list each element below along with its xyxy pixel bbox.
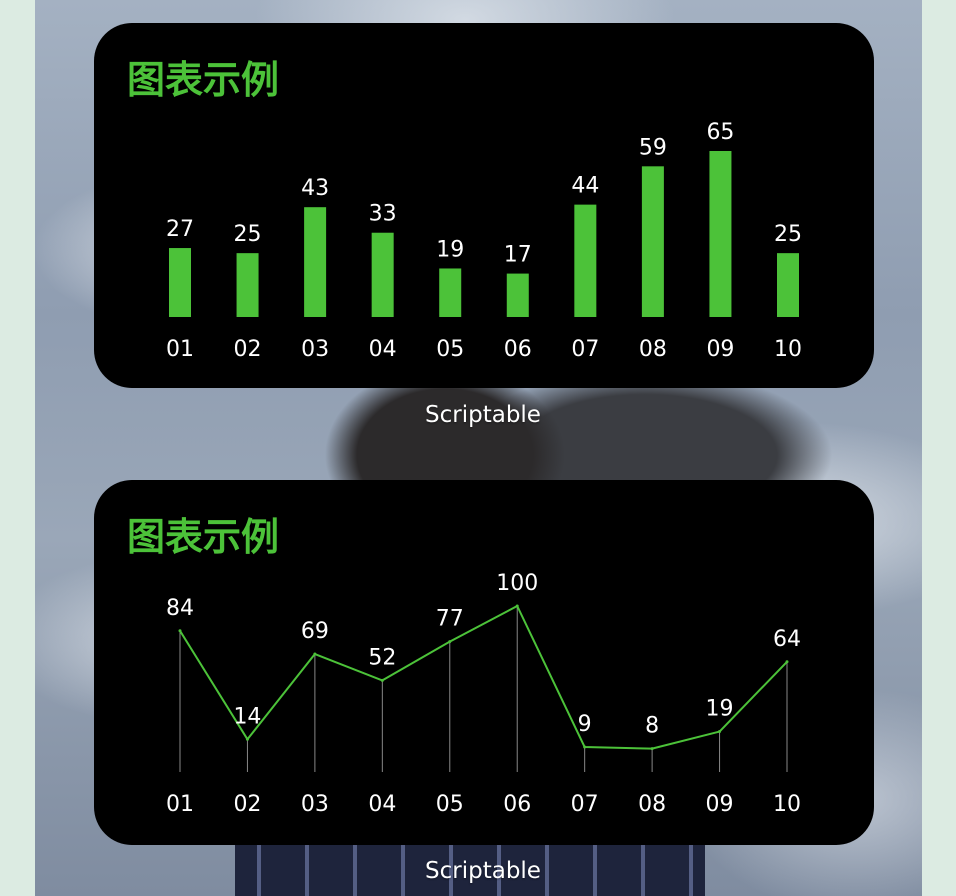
widget-title: 图表示例 [127, 515, 280, 559]
app-label: Scriptable [425, 402, 541, 428]
bar [304, 207, 327, 317]
x-tick-label: 01 [166, 337, 194, 362]
x-tick-label: 09 [706, 337, 734, 362]
data-point [583, 745, 587, 749]
data-label: 84 [166, 596, 194, 621]
x-tick-label: 04 [368, 792, 396, 817]
bar [439, 268, 462, 317]
data-label: 100 [496, 571, 538, 596]
data-label: 25 [774, 222, 802, 247]
data-label: 64 [773, 627, 801, 652]
data-point [380, 678, 384, 682]
bar [169, 248, 191, 317]
bar-chart: 27 01 25 02 43 03 33 04 19 05 17 06 44 07 59 08 65 09 25 10 [166, 120, 802, 362]
x-tick-label: 07 [571, 792, 599, 817]
data-point [245, 737, 249, 741]
x-tick-label: 03 [301, 792, 329, 817]
series-line [179, 605, 788, 750]
widget-title: 图表示例 [127, 58, 280, 102]
data-label: 8 [645, 714, 659, 739]
data-label: 27 [166, 217, 194, 242]
data-label: 44 [571, 174, 599, 199]
data-point [650, 747, 654, 751]
data-label: 77 [436, 607, 464, 632]
data-label: 19 [436, 237, 464, 262]
data-label: 52 [368, 645, 396, 670]
bar [506, 273, 529, 317]
data-label: 59 [639, 135, 667, 160]
data-label: 25 [234, 222, 262, 247]
x-tick-label: 02 [233, 792, 261, 817]
x-tick-label: 05 [436, 792, 464, 817]
x-tick-label: 08 [639, 337, 667, 362]
data-point [448, 640, 452, 644]
x-tick-label: 07 [571, 337, 599, 362]
data-label: 19 [706, 697, 734, 722]
data-label: 69 [301, 619, 329, 644]
bar [709, 151, 732, 317]
x-tick-label: 06 [503, 792, 531, 817]
bar [371, 232, 394, 317]
bar [236, 253, 259, 317]
data-point [313, 652, 317, 656]
data-label: 17 [504, 243, 532, 268]
x-tick-label: 01 [166, 792, 194, 817]
line-chart: 84 01 14 02 69 03 52 04 77 05 100 06 9 07 8 08 19 09 64 10 [166, 571, 801, 817]
x-tick-label: 02 [234, 337, 262, 362]
x-tick-label: 03 [301, 337, 329, 362]
x-tick-label: 05 [436, 337, 464, 362]
bar-chart-widget[interactable]: 图表示例 27 01 25 02 43 03 33 04 19 05 17 06 44 07 59 08 65 0… [94, 23, 874, 388]
data-label: 33 [369, 202, 397, 227]
data-label: 9 [578, 712, 592, 737]
data-label: 14 [233, 704, 261, 729]
bar [641, 166, 664, 317]
app-label: Scriptable [425, 858, 541, 884]
bar [574, 204, 597, 317]
x-tick-label: 10 [774, 337, 802, 362]
x-tick-label: 10 [773, 792, 801, 817]
x-tick-label: 04 [369, 337, 397, 362]
line-chart-widget[interactable]: 图表示例 84 01 14 02 69 03 52 04 77 05 100 06 9 07 8 08 19 09… [94, 480, 874, 845]
data-point [718, 730, 722, 734]
x-tick-label: 08 [638, 792, 666, 817]
data-point [178, 629, 182, 633]
x-tick-label: 09 [706, 792, 734, 817]
bar [777, 253, 799, 317]
data-label: 65 [706, 120, 734, 145]
data-label: 43 [301, 176, 329, 201]
x-tick-label: 06 [504, 337, 532, 362]
wallpaper-skirt [235, 840, 705, 896]
data-point [515, 604, 519, 608]
data-point [785, 660, 789, 664]
